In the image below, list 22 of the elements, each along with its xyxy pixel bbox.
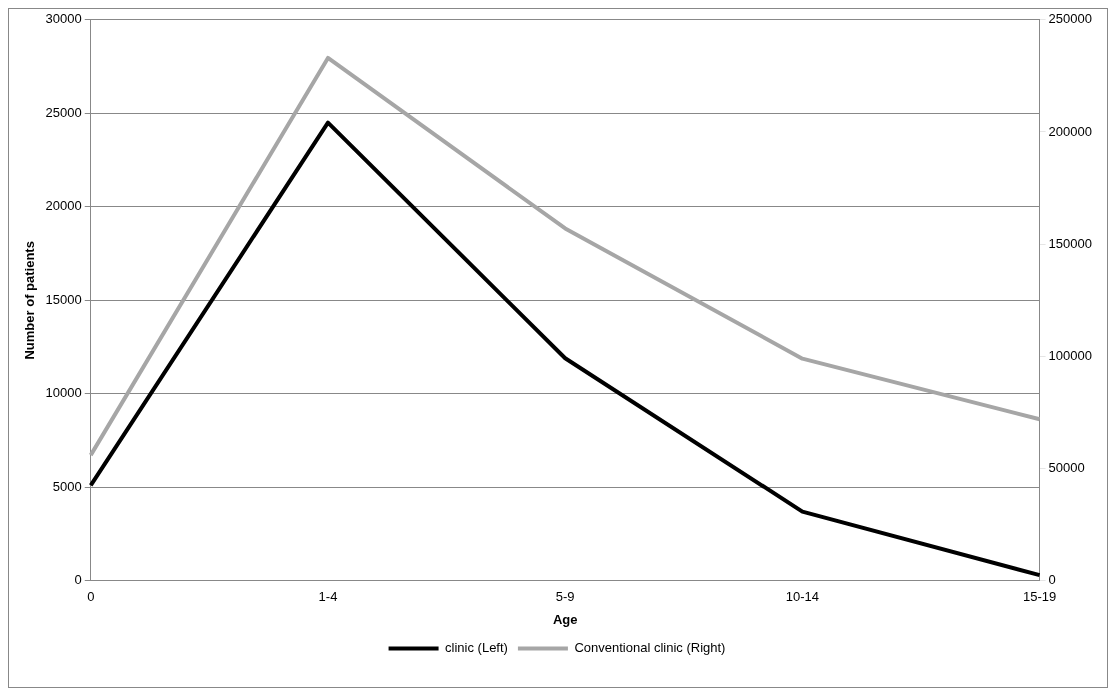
x-tick-label: 10-14 [785, 589, 820, 605]
y2-tick-label: 250000 [1048, 11, 1093, 27]
x-axis-title: Age [552, 611, 578, 627]
y2-tick-label: 200000 [1048, 123, 1093, 139]
y-tick-label: 5000 [52, 478, 82, 494]
y-tick-label: 25000 [45, 104, 82, 120]
legend-label: clinic (Left) [445, 640, 508, 656]
y-axis-title: Number of patients [22, 241, 38, 360]
y-tick-label: 20000 [45, 198, 82, 214]
x-tick-label: 0 [87, 589, 95, 605]
y-tick-label: 0 [74, 572, 82, 588]
x-tick-label: 5-9 [555, 589, 575, 605]
x-tick-label: 15-19 [1023, 589, 1057, 605]
y2-tick-label: 50000 [1048, 460, 1085, 476]
x-tick-label: 1-4 [318, 589, 338, 605]
y-tick-label: 15000 [45, 291, 82, 307]
y2-tick-label: 0 [1048, 572, 1056, 588]
y2-tick-label: 100000 [1048, 347, 1093, 363]
y2-tick-label: 150000 [1048, 235, 1093, 251]
legend-label: Conventional clinic (Right) [574, 640, 726, 656]
y-tick-label: 10000 [45, 385, 82, 401]
y-tick-label: 30000 [45, 11, 82, 27]
